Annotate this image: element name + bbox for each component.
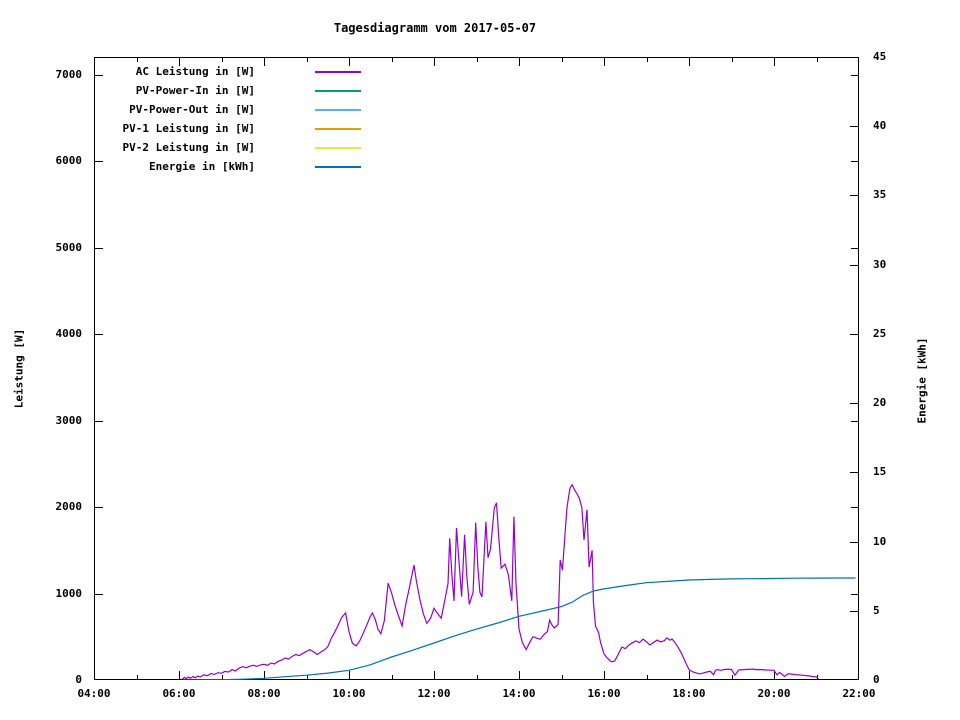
legend-line-sample xyxy=(315,71,361,73)
y-right-tick-label: 0 xyxy=(873,673,880,686)
y-left-tick-label: 4000 xyxy=(55,327,83,341)
legend-item-label: AC Leistung in [W] xyxy=(135,65,255,78)
x-tick-label: 14:00 xyxy=(502,687,536,700)
y-left-tick-label: 0 xyxy=(75,673,82,686)
y-left-tick-label: 5000 xyxy=(55,240,83,254)
legend: AC Leistung in [W] PV-Power-In in [W] PV… xyxy=(40,63,370,177)
y-left-tick-label: 3000 xyxy=(55,413,83,427)
x-tick-label: 06:00 xyxy=(162,687,196,700)
legend-item-label: PV-2 Leistung in [W] xyxy=(122,141,255,154)
legend-line-sample xyxy=(315,90,361,92)
y-right-tick-label: 25 xyxy=(873,326,887,340)
y-right-tick-label: 10 xyxy=(873,534,887,548)
legend-line-sample xyxy=(315,147,361,149)
legend-line-sample xyxy=(315,166,361,168)
chart-title: Tagesdiagramm vom 2017-05-07 xyxy=(333,21,537,35)
x-tick-label: 20:00 xyxy=(757,687,791,700)
x-tick-label: 08:00 xyxy=(247,687,281,700)
x-tick-label: 18:00 xyxy=(672,687,706,700)
x-tick-label: 16:00 xyxy=(587,687,621,700)
legend-item-label: PV-1 Leistung in [W] xyxy=(122,122,255,135)
legend-item-label: Energie in [kWh] xyxy=(149,160,255,173)
legend-line-sample xyxy=(315,109,361,111)
y-right-tick-label: 45 xyxy=(873,50,887,63)
y-right-tick-label: 35 xyxy=(873,188,887,202)
y-right-tick-label: 5 xyxy=(873,603,880,617)
y-left-tick-label: 6000 xyxy=(55,154,83,168)
y-axis-label-right: Energie [kWh] xyxy=(915,337,929,424)
legend-item-label: PV-Power-In in [W] xyxy=(135,84,255,97)
x-tick-label: 12:00 xyxy=(417,687,451,700)
legend-item: PV-Power-In in [W] xyxy=(40,82,370,101)
legend-item: AC Leistung in [W] xyxy=(40,63,370,82)
legend-item: PV-1 Leistung in [W] xyxy=(40,120,370,139)
x-tick-label: 04:00 xyxy=(77,687,111,700)
legend-line-sample xyxy=(315,128,361,130)
plot-area xyxy=(94,57,859,680)
x-tick-label: 10:00 xyxy=(332,687,366,700)
y-right-tick-label: 40 xyxy=(873,119,887,133)
legend-item: PV-2 Leistung in [W] xyxy=(40,139,370,158)
y-right-tick-label: 30 xyxy=(873,257,887,271)
legend-item-label: PV-Power-Out in [W] xyxy=(129,103,255,116)
x-tick-label: 22:00 xyxy=(842,687,876,700)
y-right-tick-label: 15 xyxy=(873,465,887,479)
y-left-tick-label: 2000 xyxy=(55,500,83,514)
y-left-tick-label: 7000 xyxy=(55,67,83,81)
y-right-tick-label: 20 xyxy=(873,396,887,410)
legend-item: PV-Power-Out in [W] xyxy=(40,101,370,120)
y-left-tick-label: 1000 xyxy=(55,586,83,600)
legend-item: Energie in [kWh] xyxy=(40,158,370,177)
